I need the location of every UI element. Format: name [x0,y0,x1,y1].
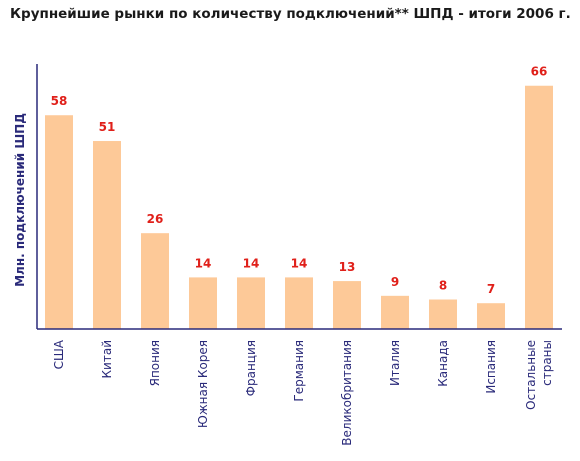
x-tick-label: Италия [388,340,402,386]
bar [285,277,313,329]
x-tick-label-line: Италия [388,340,402,386]
x-tick-label-line: Китай [100,340,114,378]
x-tick-label-line: Остальные [524,340,538,410]
x-tick-label: Великобритания [340,340,354,446]
bar-value-label: 14 [195,256,212,270]
bar [381,295,409,329]
bar [237,277,265,329]
x-tick-label-line: страны [540,340,554,386]
x-tick-label-line: Япония [148,340,162,386]
x-tick-label-line: Германия [292,340,306,402]
bar-value-label: 8 [439,279,447,293]
bar-value-label: 26 [147,212,164,226]
bar-value-label: 7 [487,282,495,296]
bar [189,277,217,329]
bar [45,115,73,329]
bar-value-label: 13 [339,260,356,274]
bar-value-label: 9 [391,275,399,289]
bar-value-label: 14 [243,256,260,270]
x-tick-label: Китай [100,340,114,378]
bar [429,299,457,329]
x-tick-label-line: Канада [436,340,450,387]
x-tick-label-line: Испания [484,340,498,394]
x-tick-label: Испания [484,340,498,394]
x-tick-labels: США Китай Япония Южная Корея Франция Германия… [52,339,554,445]
x-tick-label: США [52,339,66,369]
bar [141,233,169,329]
bar-value-label: 58 [51,94,68,108]
x-tick-label: Франция [244,340,258,396]
x-tick-label: Южная Корея [196,340,210,428]
x-tick-label: Канада [436,340,450,387]
bar-value-label: 51 [99,120,116,134]
x-tick-label: Германия [292,340,306,402]
bars-layer [45,85,553,329]
x-tick-label-line: Франция [244,340,258,396]
bar-value-label: 14 [291,256,308,270]
x-tick-label: Остальные страны [524,340,554,410]
x-tick-label-line: Великобритания [340,340,354,446]
y-axis-title: Млн. подключений ШПД [13,113,27,287]
bar [477,303,505,329]
value-labels: 58 51 26 14 14 14 13 9 8 7 66 [51,65,548,296]
bar-value-label: 66 [531,65,548,79]
bar [525,85,553,329]
x-tick-label: Япония [148,340,162,386]
bar [333,281,361,329]
chart-title: Крупнейшие рынки по количеству подключен… [10,6,571,22]
bar [93,141,121,329]
x-tick-label-line: США [52,339,66,369]
x-tick-label-line: Южная Корея [196,340,210,428]
